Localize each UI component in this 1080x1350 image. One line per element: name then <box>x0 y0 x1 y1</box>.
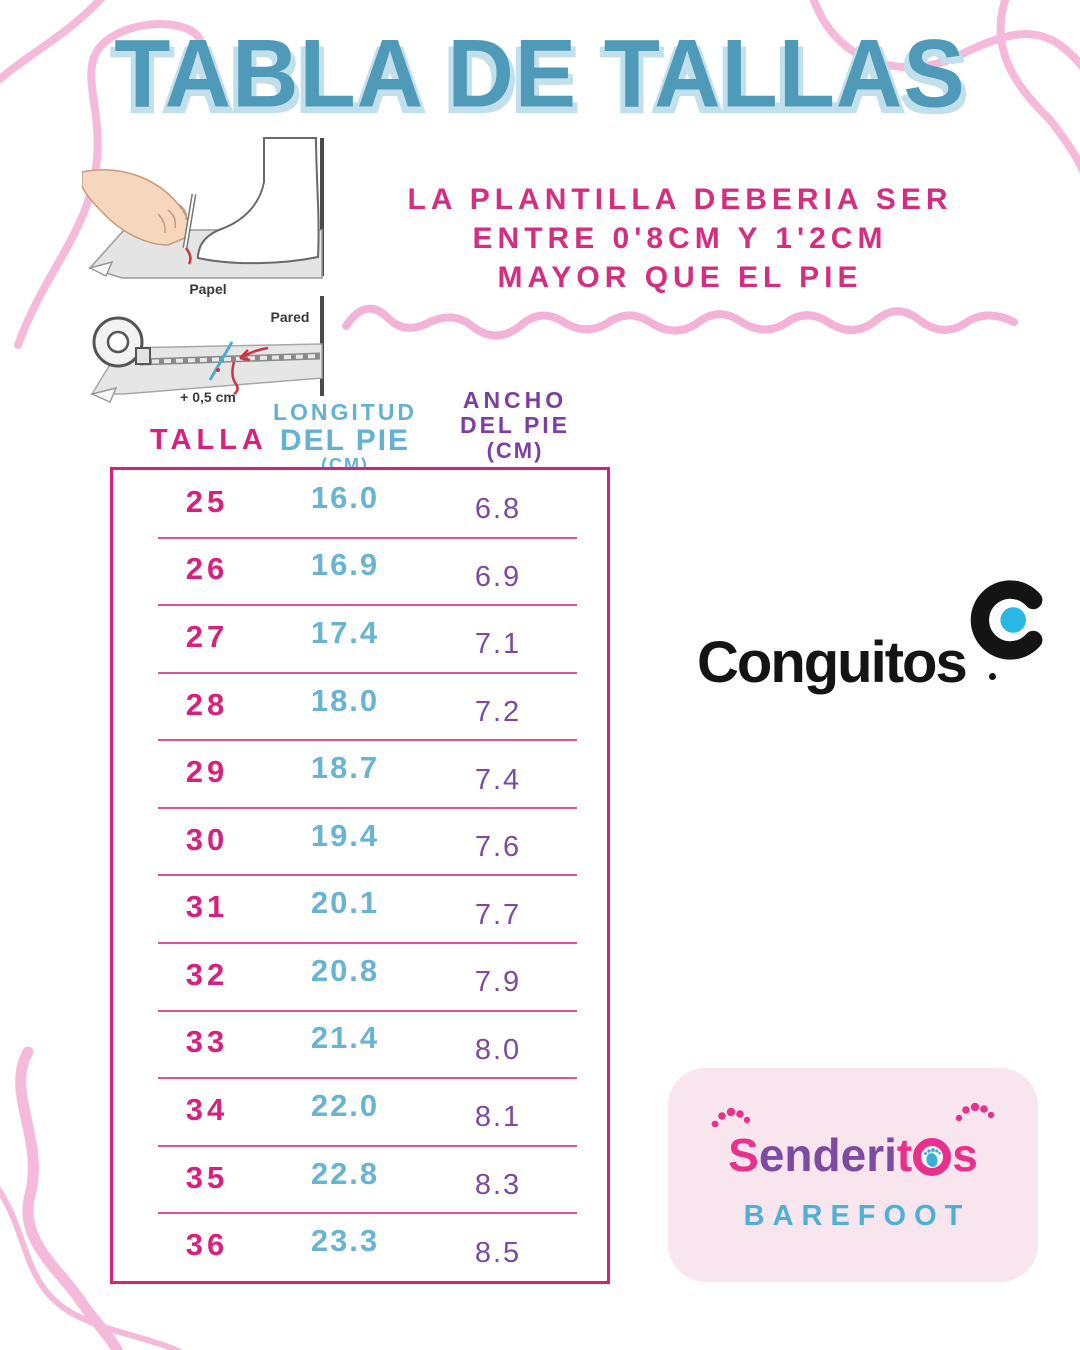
foot-width-value: 8.5 <box>474 1236 522 1269</box>
foot-width-value: 8.0 <box>474 1033 522 1066</box>
logo-letter: n <box>784 1129 813 1181</box>
logo-letter: d <box>812 1129 841 1181</box>
wavy-divider <box>342 304 1018 340</box>
foot-length-value: 22.0 <box>310 1087 380 1123</box>
foot-length-value: 16.0 <box>310 479 380 515</box>
table-row: 28 18.0 7.2 <box>113 673 607 741</box>
senderitos-word: Senderit s <box>668 1128 1038 1182</box>
senderitos-logo-card: Senderit s BAREFOOT <box>668 1068 1038 1282</box>
paper-label: Papel <box>189 281 226 297</box>
note-line-2: ENTRE 0'8CM Y 1'2CM <box>472 222 888 255</box>
size-value: 33 <box>185 1024 229 1060</box>
size-value: 29 <box>185 754 229 790</box>
foot-width-value: 7.2 <box>474 696 522 729</box>
foot-length-value: 23.3 <box>310 1223 380 1259</box>
table-row: 27 17.4 7.1 <box>113 605 607 674</box>
table-row: 25 16.0 6.8 <box>113 470 607 539</box>
size-value: 35 <box>185 1159 229 1195</box>
foot-length-value: 20.1 <box>310 885 380 921</box>
foot-width-value: 6.9 <box>474 560 522 593</box>
foot-length-value: 22.8 <box>310 1155 380 1191</box>
size-value: 36 <box>185 1227 229 1263</box>
page-title: TABLA DE TALLAS <box>114 20 966 128</box>
foot-width-value: 8.1 <box>474 1101 522 1134</box>
logo-letter: r <box>866 1129 885 1181</box>
foot-width-value: 8.3 <box>474 1169 522 1202</box>
size-value: 32 <box>185 956 229 992</box>
foot-length-value: 21.4 <box>310 1020 380 1056</box>
header-foot-width-line1: ANCHO <box>462 387 568 413</box>
table-row: 33 21.4 8.0 <box>113 1011 607 1079</box>
table-row: 36 23.3 8.5 <box>113 1213 607 1281</box>
foot-length-value: 20.8 <box>310 952 380 988</box>
table-row: 35 22.8 8.3 <box>113 1146 607 1214</box>
header-foot-width: ANCHO DEL PIE (CM) <box>446 388 584 464</box>
header-foot-length-line1: LONGITUD <box>272 399 418 425</box>
size-table-body: 25 16.0 6.8 26 16.9 6.9 27 17.4 7.1 28 1… <box>110 467 610 1284</box>
size-value: 26 <box>185 551 229 587</box>
table-row: 29 18.7 7.4 <box>113 740 607 809</box>
table-row: 26 16.9 6.9 <box>113 538 607 606</box>
registered-mark-dot <box>989 673 996 680</box>
size-value: 25 <box>185 483 229 519</box>
foot-width-value: 7.6 <box>474 831 522 864</box>
header-size: TALLA <box>150 424 268 456</box>
header-foot-length-line2: DEL PIE <box>279 424 411 457</box>
foot-width-value: 7.4 <box>474 763 522 796</box>
logo-letter: i <box>884 1129 897 1181</box>
wall-label: Pared <box>271 309 310 325</box>
foot-width-value: 6.8 <box>474 493 522 526</box>
footprint-o-icon <box>913 1138 952 1176</box>
size-value: 28 <box>185 686 229 722</box>
size-value: 34 <box>185 1091 229 1127</box>
conguitos-c-icon <box>970 580 1043 660</box>
table-row: 34 22.0 8.1 <box>113 1078 607 1147</box>
table-row: 32 20.8 7.9 <box>113 943 607 1012</box>
foot-width-value: 7.1 <box>474 628 522 661</box>
logo-letter: S <box>728 1129 759 1181</box>
table-row: 30 19.4 7.6 <box>113 808 607 877</box>
logo-letter: s <box>952 1129 978 1181</box>
barefoot-subtitle: BAREFOOT <box>743 1200 971 1232</box>
logo-letter: e <box>758 1129 785 1181</box>
size-value: 31 <box>185 889 229 925</box>
header-foot-length: LONGITUD DEL PIE (CM) <box>270 399 420 474</box>
logo-letter: e <box>840 1129 867 1181</box>
foot-length-value: 18.0 <box>310 682 380 718</box>
note-line-3: MAYOR QUE EL PIE <box>497 261 863 294</box>
foot-width-value: 7.7 <box>474 898 522 931</box>
conguitos-wordmark: Conguitos <box>697 630 968 695</box>
conguitos-logo: Conguitos <box>693 577 1055 707</box>
foot-width-value: 7.9 <box>474 966 522 999</box>
foot-length-value: 19.4 <box>310 817 380 853</box>
tape-measure-illustration: + 0,5 cm Pared <box>89 296 324 405</box>
logo-letter: t <box>896 1129 913 1181</box>
size-value: 27 <box>185 618 229 654</box>
size-value: 30 <box>185 821 229 857</box>
foot-length-value: 16.9 <box>310 547 380 583</box>
foot-length-value: 17.4 <box>310 614 380 650</box>
note-line-1: LA PLANTILLA DEBERIA SER <box>407 183 953 216</box>
header-foot-width-line2: DEL PIE <box>459 412 571 438</box>
foot-measuring-illustration: Papel <box>82 137 324 297</box>
toe-dots-icon <box>955 1102 995 1122</box>
offset-label: + 0,5 cm <box>180 389 236 405</box>
insole-advisory-note: LA PLANTILLA DEBERIA SER ENTRE 0'8CM Y 1… <box>340 180 1020 297</box>
toe-dots-icon <box>711 1107 751 1128</box>
foot-length-value: 18.7 <box>310 750 380 786</box>
table-row: 31 20.1 7.7 <box>113 875 607 944</box>
header-foot-width-line3: (CM) <box>486 438 544 463</box>
